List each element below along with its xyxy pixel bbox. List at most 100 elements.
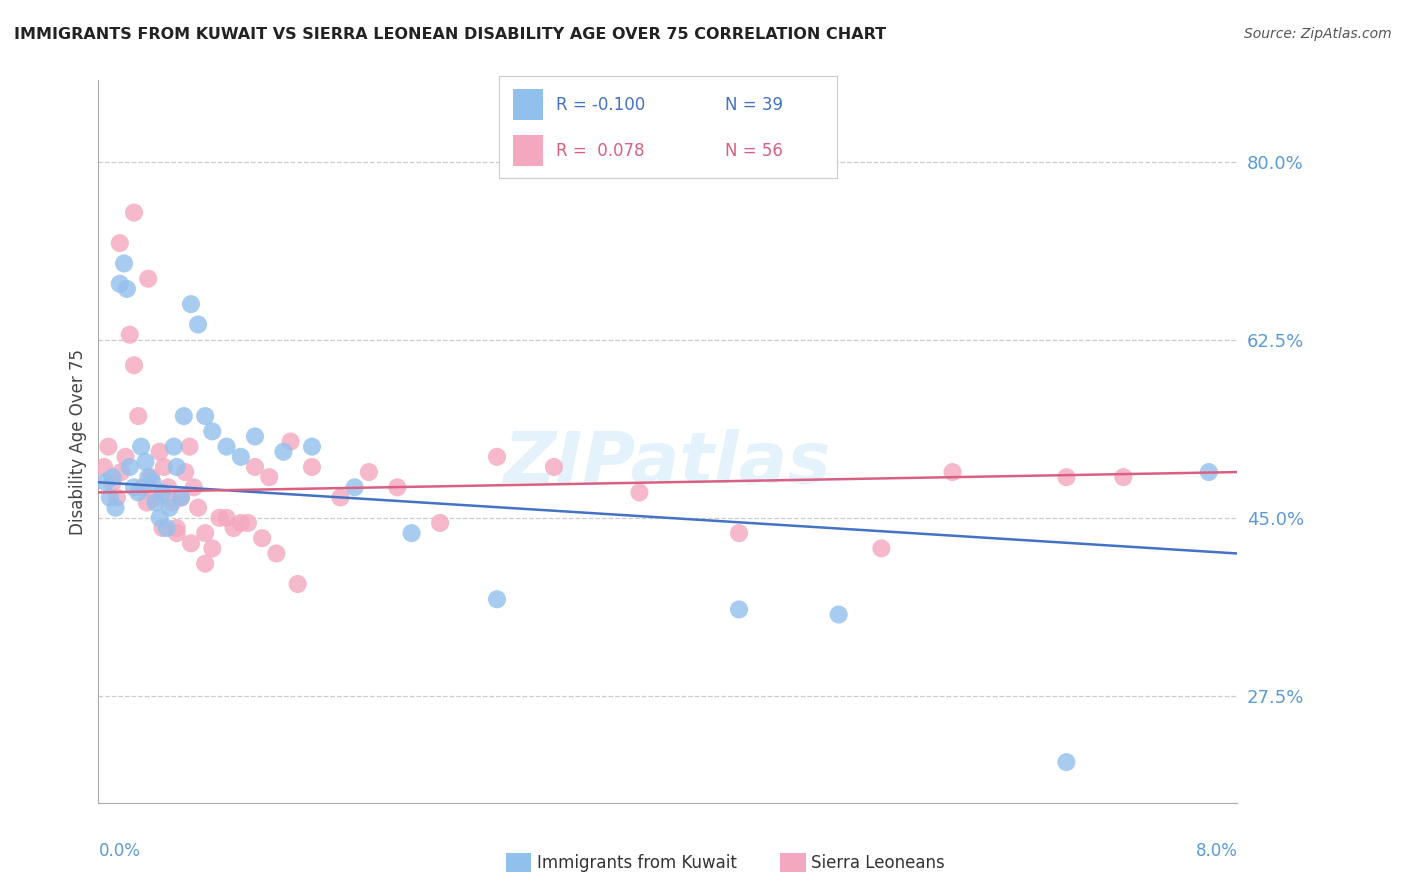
Point (149, 444, 172, 458)
Point (1054, 470, 1078, 484)
Point (170, 491, 193, 505)
Point (201, 425, 224, 439)
Point (187, 500, 209, 515)
Point (98, 491, 121, 505)
Point (159, 500, 181, 515)
Point (728, 526, 751, 541)
Point (343, 480, 366, 494)
Point (301, 460, 323, 475)
Text: N = 56: N = 56 (725, 142, 783, 160)
Point (136, 271, 159, 285)
Point (101, 475, 124, 490)
Point (870, 541, 893, 556)
Point (180, 297, 202, 311)
Point (194, 557, 217, 571)
Text: IMMIGRANTS FROM KUWAIT VS SIERRA LEONEAN DISABILITY AGE OVER 75 CORRELATION CHAR: IMMIGRANTS FROM KUWAIT VS SIERRA LEONEAN… (14, 27, 886, 42)
Point (149, 511, 172, 525)
Point (122, 358, 145, 372)
Point (118, 327, 141, 342)
Point (131, 480, 153, 494)
Point (229, 450, 252, 464)
Point (152, 521, 174, 535)
Point (273, 444, 295, 458)
Point (139, 470, 162, 484)
Point (180, 536, 202, 550)
Bar (513, 136, 543, 166)
Point (287, 577, 309, 591)
Point (152, 485, 174, 500)
Bar (513, 89, 543, 120)
Point (266, 546, 288, 560)
Point (156, 521, 179, 535)
Point (215, 440, 238, 454)
Point (118, 460, 141, 475)
Point (104, 500, 127, 515)
Text: Sierra Leoneans: Sierra Leoneans (811, 854, 945, 871)
Text: Immigrants from Kuwait: Immigrants from Kuwait (537, 854, 737, 871)
Point (108, 236, 131, 251)
Point (94, 475, 117, 490)
Point (166, 460, 188, 475)
Point (243, 460, 266, 475)
Text: Source: ZipAtlas.com: Source: ZipAtlas.com (1244, 27, 1392, 41)
Point (174, 465, 197, 479)
Text: R =  0.078: R = 0.078 (557, 142, 645, 160)
Point (250, 531, 273, 545)
Point (259, 470, 281, 484)
Point (429, 516, 451, 530)
Text: N = 39: N = 39 (725, 95, 783, 113)
Point (173, 409, 195, 423)
Point (486, 592, 509, 607)
Point (179, 440, 201, 454)
Point (1198, 465, 1220, 479)
Text: ZIPatlas: ZIPatlas (505, 429, 831, 498)
Text: 0.0%: 0.0% (98, 842, 141, 860)
Point (101, 470, 124, 484)
Text: R = -0.100: R = -0.100 (557, 95, 645, 113)
Point (145, 495, 167, 509)
Point (166, 526, 188, 541)
Point (129, 440, 152, 454)
Point (194, 409, 217, 423)
Point (194, 526, 217, 541)
Point (153, 460, 176, 475)
Point (166, 521, 188, 535)
Point (127, 409, 149, 423)
Point (115, 282, 138, 296)
Point (134, 455, 156, 469)
Point (112, 256, 135, 270)
Point (215, 511, 238, 525)
Point (110, 465, 132, 479)
Point (135, 495, 157, 509)
Point (486, 450, 509, 464)
Point (170, 491, 193, 505)
Point (387, 480, 409, 494)
Point (122, 480, 145, 494)
Point (122, 205, 145, 219)
Point (114, 450, 136, 464)
Point (942, 465, 965, 479)
Point (1112, 470, 1135, 484)
Point (1054, 755, 1078, 769)
Point (236, 516, 259, 530)
Point (329, 491, 352, 505)
Point (141, 475, 163, 490)
Point (162, 495, 184, 509)
Point (183, 480, 205, 494)
Point (93, 460, 115, 475)
Point (828, 607, 851, 622)
Point (136, 470, 159, 484)
Point (187, 318, 209, 332)
Point (280, 434, 302, 449)
Point (401, 526, 423, 541)
Point (145, 491, 167, 505)
Point (357, 465, 380, 479)
Point (157, 480, 180, 494)
Point (222, 521, 245, 535)
Point (243, 429, 266, 443)
Point (97, 440, 120, 454)
Point (229, 516, 252, 530)
Point (108, 277, 131, 291)
Point (301, 440, 323, 454)
Point (543, 460, 565, 475)
